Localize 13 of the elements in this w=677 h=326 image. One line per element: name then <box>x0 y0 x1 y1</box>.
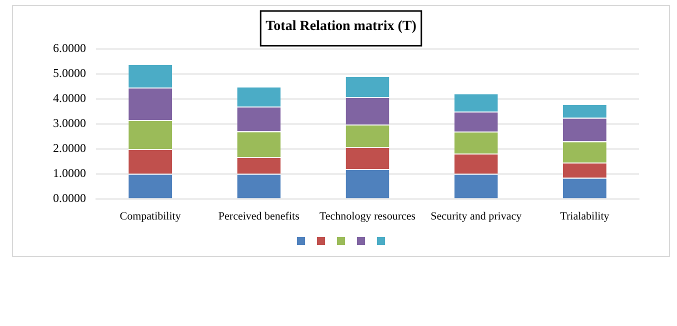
y-tick-label: 2.0000 <box>53 140 86 155</box>
x-tick-label: Perceived benefits <box>218 210 300 222</box>
x-tick-label: Security and privacy <box>430 210 522 222</box>
x-tick-label: Trialability <box>560 210 610 222</box>
y-tick-label: 0.0000 <box>53 190 86 205</box>
y-tick-label: 1.0000 <box>53 166 86 180</box>
x-tick-label: Compatibility <box>120 210 182 222</box>
y-tick-label: 4.0000 <box>53 90 86 105</box>
y-tick-label: 3.0000 <box>53 116 86 130</box>
chart-title: Total Relation matrix (T) <box>266 19 417 34</box>
y-tick-label: 6.0000 <box>53 40 86 55</box>
y-tick-label: 5.0000 <box>53 66 86 80</box>
x-tick-label: Technology resources <box>319 210 416 222</box>
